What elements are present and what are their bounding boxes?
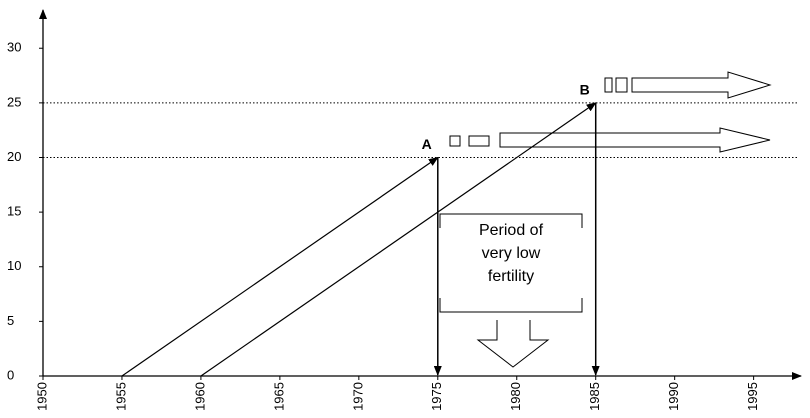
y-tick-label: 0: [7, 367, 14, 382]
y-tick-label: 30: [7, 40, 21, 55]
bracket: [439, 213, 583, 228]
x-tick-label: 1990: [666, 382, 681, 411]
x-tick-label: 1970: [350, 382, 365, 411]
hollow-arrow: [499, 127, 771, 153]
annotation: Period of: [479, 222, 544, 239]
x-tick-label: 1975: [429, 382, 444, 411]
annotation: fertility: [488, 268, 534, 285]
y-tick-label: 20: [7, 149, 21, 164]
x-tick-label: 1985: [587, 382, 602, 411]
x-tick-label: 1955: [113, 382, 128, 411]
cohort-line: [121, 156, 439, 377]
hollow-arrow: [631, 71, 772, 99]
small-box: [468, 135, 490, 147]
x-tick-label: 1960: [192, 382, 207, 411]
x-tick-label: 1995: [745, 382, 760, 411]
y-tick-label: 5: [7, 313, 14, 328]
y-tick-label: 10: [7, 258, 21, 273]
x-tick-label: 1950: [34, 382, 49, 411]
y-tick-label: 25: [7, 94, 21, 109]
annotation: very low: [482, 245, 541, 262]
hollow-arrow: [476, 320, 550, 368]
point-label: B: [580, 82, 590, 98]
point-label: A: [422, 136, 432, 152]
small-box: [449, 135, 461, 147]
small-box: [615, 77, 628, 93]
bracket: [439, 298, 583, 313]
cohort-line: [200, 102, 597, 377]
small-box: [604, 77, 613, 93]
x-tick-label: 1980: [508, 382, 523, 411]
decor: [439, 71, 772, 368]
x-tick-label: 1965: [271, 382, 286, 411]
y-tick-label: 15: [7, 204, 21, 219]
